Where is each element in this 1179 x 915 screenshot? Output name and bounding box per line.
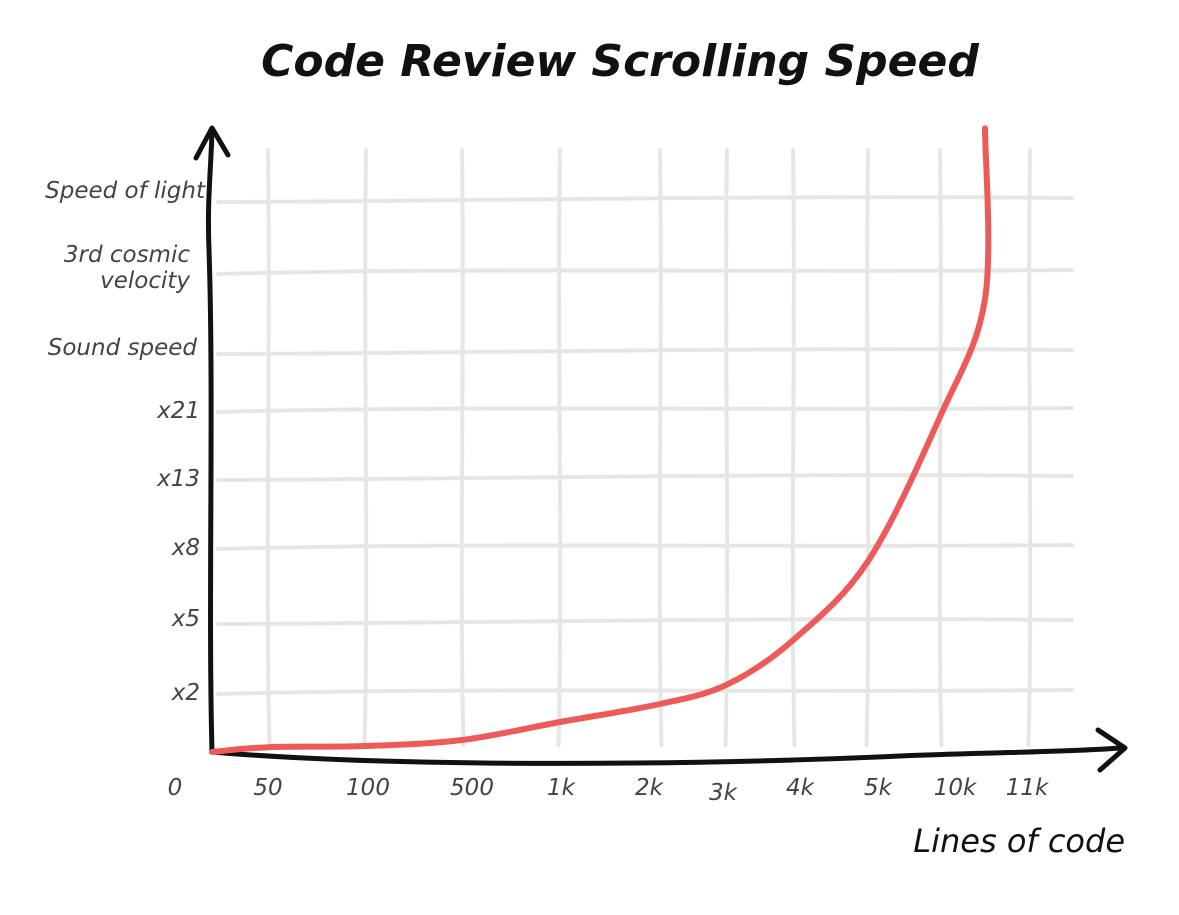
x-tick-label: 50 — [253, 775, 282, 801]
grid-line-vertical — [556, 148, 563, 747]
grid-line-vertical — [459, 148, 466, 747]
axes-layer — [193, 125, 1128, 773]
series-layer — [209, 125, 992, 755]
x-tick-label: 4k — [786, 775, 816, 801]
y-tick-labels: x2 x5 x8 x13 x21 Sound speed 3rd cosmic velocit… — [45, 178, 206, 706]
grid-line-vertical — [723, 148, 730, 747]
grid-line-vertical — [362, 148, 369, 747]
x-tick-label: 10k — [934, 775, 978, 801]
y-tick-label: Sound speed — [48, 335, 198, 361]
chart-title: Code Review Scrolling Speed — [261, 36, 979, 87]
grid-line-horizontal — [216, 195, 1074, 204]
grid-line-horizontal — [216, 688, 1074, 696]
grid-layer — [216, 148, 1074, 747]
y-tick-label: Speed of light — [45, 178, 206, 204]
grid-line-horizontal — [216, 543, 1074, 551]
grid-line-vertical — [864, 148, 871, 747]
x-tick-label: 11k — [1006, 775, 1050, 801]
y-tick-label: x8 — [171, 535, 200, 561]
x-tick-label: 2k — [635, 775, 665, 801]
grid-line-vertical — [657, 148, 664, 747]
y-tick-label: x21 — [156, 398, 200, 424]
x-axis-line — [209, 745, 1123, 766]
x-tick-label: 5k — [864, 775, 894, 801]
y-tick-label: x5 — [171, 606, 200, 632]
grid-line-horizontal — [216, 406, 1074, 414]
y-axis-line — [205, 127, 215, 755]
x-axis-label: Lines of code — [913, 822, 1125, 860]
grid-line-horizontal — [216, 268, 1074, 276]
x-tick-labels: 0 50 100 500 1k 2k 3k 4k 5k 10k 11k — [168, 775, 1050, 806]
y-tick-label: 3rd cosmic velocity — [64, 242, 191, 294]
grid-line-horizontal — [216, 347, 1074, 356]
grid-line-horizontal — [216, 473, 1074, 482]
grid-line-vertical — [1026, 148, 1033, 747]
y-axis-arrow-icon — [193, 125, 231, 161]
grid-line-vertical — [937, 148, 944, 747]
x-tick-label: 100 — [346, 775, 390, 801]
x-axis-arrow-icon — [1095, 727, 1128, 773]
series-line — [209, 125, 992, 755]
y-tick-label: x2 — [171, 680, 200, 706]
x-tick-label: 1k — [547, 775, 577, 801]
grid-line-vertical — [265, 148, 272, 747]
grid-line-horizontal — [216, 617, 1074, 626]
y-tick-label: x13 — [156, 466, 200, 492]
x-tick-label: 500 — [450, 775, 494, 801]
grid-line-vertical — [790, 148, 797, 747]
x-tick-label: 3k — [709, 780, 739, 806]
x-tick-label: 0 — [168, 775, 183, 801]
